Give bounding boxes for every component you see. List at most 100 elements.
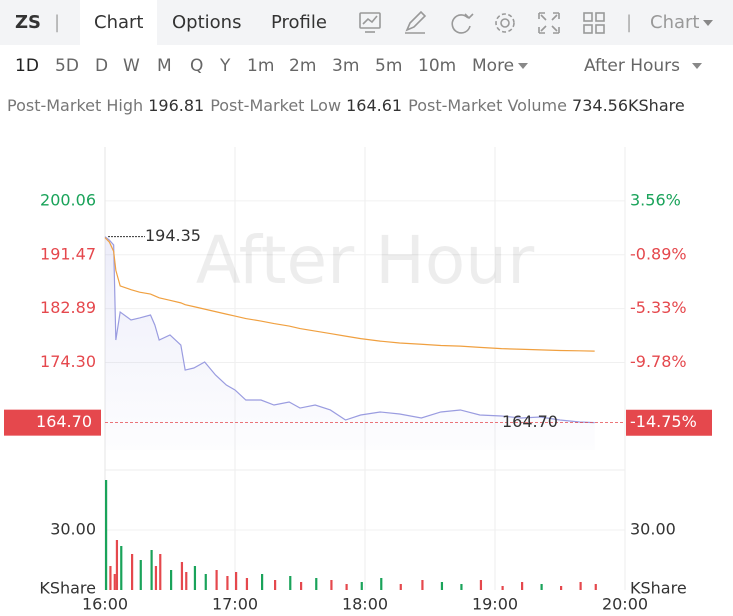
- x-tick-label: 18:00: [342, 595, 388, 614]
- stat-label: Post-Market High: [7, 96, 144, 115]
- x-tick-label: 17:00: [212, 595, 258, 614]
- x-tick-label: 16:00: [82, 595, 128, 614]
- volume-bar: [105, 480, 108, 590]
- last-price-box: [4, 409, 101, 436]
- tab[interactable]: Profile: [271, 12, 327, 33]
- volume-bar: [180, 562, 184, 590]
- high-label: 194.35: [145, 226, 201, 245]
- period[interactable]: D: [95, 56, 109, 76]
- volume-bar: [245, 578, 249, 590]
- period[interactable]: W: [123, 56, 140, 76]
- y2-tick-label: -5.33%: [630, 298, 687, 317]
- session-label: After Hours: [584, 56, 681, 76]
- stat-label: Post-Market Low: [210, 96, 342, 115]
- stats: Post-Market High 196.81 Post-Market Low 1…: [7, 96, 691, 115]
- period[interactable]: 3m: [332, 56, 360, 76]
- divider: |: [54, 12, 61, 33]
- watermark: After Hour: [196, 222, 535, 299]
- stat-value: 734.56KShare: [572, 96, 685, 115]
- stat-value: 164.61: [346, 96, 403, 115]
- period[interactable]: 1m: [247, 56, 275, 76]
- volume-bar: [579, 582, 582, 590]
- y-tick-label: 182.89: [40, 298, 96, 317]
- last-change-box: [626, 409, 712, 436]
- period[interactable]: 5m: [375, 56, 403, 76]
- tab[interactable]: Chart: [80, 0, 158, 45]
- y2-tick-label: 3.56%: [630, 190, 681, 209]
- volume-bar: [380, 578, 383, 590]
- volume-bar: [154, 566, 158, 590]
- volume-bar: [501, 586, 504, 590]
- volume-bar: [159, 554, 162, 590]
- volume-bar: [185, 572, 188, 590]
- volume-bar: [170, 570, 173, 590]
- y-tick-label: 174.30: [40, 352, 96, 371]
- period[interactable]: 10m: [418, 56, 457, 76]
- volume-bar: [594, 584, 597, 590]
- volume-bar: [315, 578, 318, 590]
- volume-bar: [399, 584, 402, 590]
- volume-bar: [120, 546, 123, 590]
- last-change-label: -14.75%: [630, 412, 697, 431]
- session-menu[interactable]: After Hours: [584, 56, 703, 76]
- volume-bar: [204, 574, 207, 590]
- price-line: [104, 236, 595, 424]
- y2-tick-label: -9.78%: [630, 352, 687, 371]
- y-tick-label: 200.06: [40, 190, 96, 209]
- period[interactable]: 2m: [289, 56, 317, 76]
- volume-bar: [521, 582, 524, 590]
- period-bar: 1D 5D D W M Q Y 1m 2m 3m 5m 10m More After Hours: [0, 45, 733, 89]
- volume-bar: [440, 582, 444, 590]
- symbol: ZS: [15, 12, 42, 33]
- volume-bar: [215, 570, 218, 590]
- caret: [703, 20, 714, 26]
- period[interactable]: 5D: [55, 56, 79, 76]
- volume-bar: [226, 576, 229, 590]
- last-price-label: 164.70: [36, 412, 92, 431]
- x-tick-label: 19:00: [472, 595, 518, 614]
- volume-bar: [115, 540, 119, 590]
- chart-menu-label: Chart: [650, 12, 700, 33]
- volume-bar: [360, 582, 363, 590]
- caret: [518, 63, 529, 69]
- tab[interactable]: Options: [172, 12, 242, 33]
- volume-bar: [261, 574, 264, 590]
- divider: |: [626, 12, 633, 33]
- period[interactable]: M: [157, 56, 172, 76]
- volume-bar: [540, 584, 543, 590]
- volume-bar: [150, 550, 153, 590]
- stat-value: 196.81: [148, 96, 205, 115]
- volume-tick-label: 30.00: [50, 520, 96, 539]
- volume-bar: [139, 560, 142, 590]
- average-line: [104, 237, 595, 352]
- period[interactable]: Y: [220, 56, 231, 76]
- stats-bar: Post-Market High 196.81 Post-Market Low 1…: [0, 94, 733, 120]
- stat-label: Post-Market Volume: [408, 96, 567, 115]
- volume-tick-label: 30.00: [630, 520, 676, 539]
- volume-bar: [560, 586, 563, 590]
- y2-tick-label: -0.89%: [630, 244, 687, 263]
- volume-bar: [289, 576, 292, 590]
- chart-menu[interactable]: Chart: [650, 12, 714, 33]
- top-bar: ZS | Chart Options Profile | Chart: [0, 0, 733, 45]
- volume-bar: [193, 566, 197, 590]
- volume-bar: [330, 580, 333, 590]
- period[interactable]: 1D: [15, 56, 39, 76]
- more-menu[interactable]: More: [472, 56, 529, 76]
- volume-bar: [109, 566, 112, 590]
- volume-bar: [479, 580, 483, 590]
- toolbar-icons[interactable]: [355, 10, 615, 36]
- volume-bar: [113, 574, 116, 590]
- caret: [692, 63, 703, 69]
- volume-bar: [460, 584, 463, 590]
- x-tick-label: 20:00: [602, 595, 648, 614]
- volume-bar: [235, 572, 238, 590]
- period[interactable]: Q: [190, 56, 204, 76]
- volume-unit: KShare: [630, 579, 687, 598]
- volume-bar: [345, 584, 348, 590]
- price-area: [105, 236, 595, 450]
- volume-bar: [421, 580, 424, 590]
- y-tick-label: 191.47: [40, 244, 96, 263]
